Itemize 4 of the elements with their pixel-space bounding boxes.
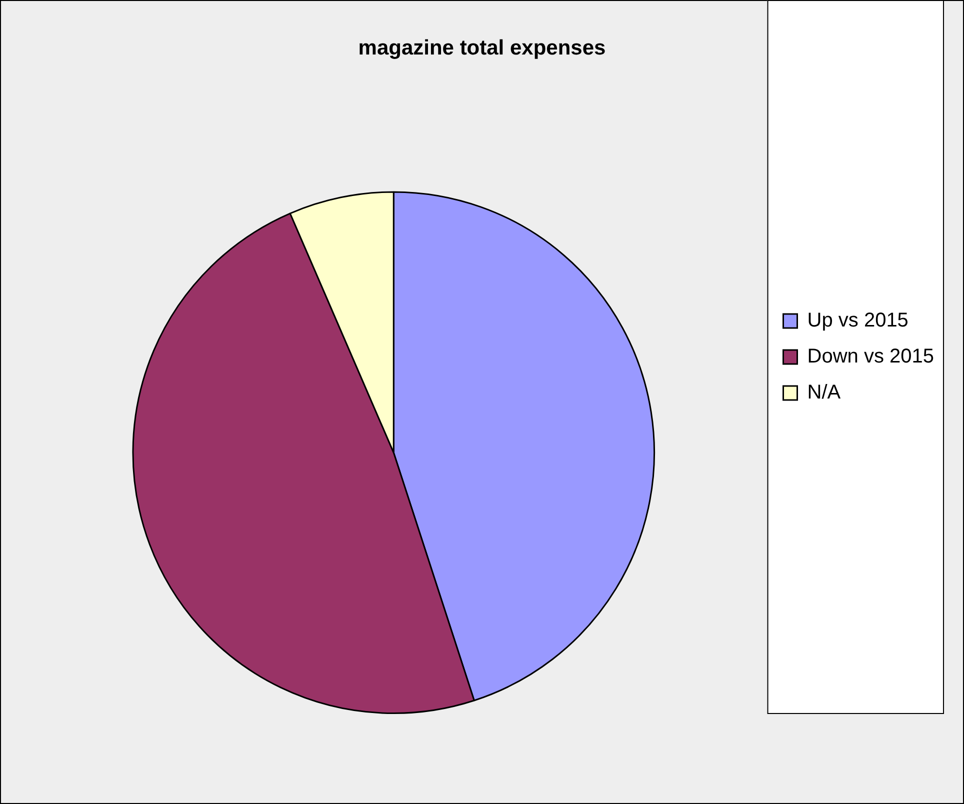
legend-label: Down vs 2015 [807, 346, 934, 368]
legend-label: N/A [807, 382, 842, 404]
chart-title: magazine total expenses [358, 36, 606, 60]
legend-label: Up vs 2015 [807, 310, 908, 332]
